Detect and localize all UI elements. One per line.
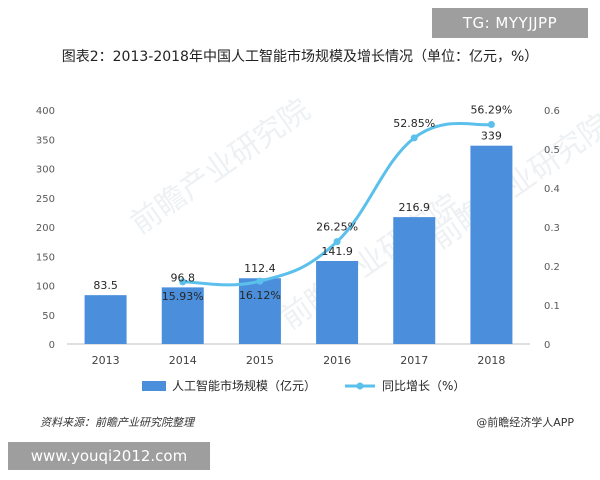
x-tick-label: 2015 bbox=[246, 354, 274, 367]
bar-value-label: 96.8 bbox=[171, 271, 196, 284]
y-right-tick-label: 0.6 bbox=[544, 106, 560, 117]
legend-bar-label: 人工智能市场规模（亿元） bbox=[172, 378, 316, 393]
bar-value-label: 141.9 bbox=[321, 245, 353, 258]
y-left-tick-label: 400 bbox=[36, 106, 55, 117]
growth-point bbox=[487, 120, 495, 128]
growth-point bbox=[410, 134, 418, 142]
x-tick-label: 2018 bbox=[477, 354, 505, 367]
bar bbox=[161, 287, 204, 344]
bar bbox=[470, 145, 513, 344]
y-right-tick-label: 0.1 bbox=[544, 301, 560, 312]
legend-line-marker bbox=[356, 382, 364, 390]
y-left-tick-label: 50 bbox=[42, 311, 55, 322]
bar bbox=[393, 217, 436, 344]
y-left-tick-label: 150 bbox=[36, 252, 55, 263]
growth-value-label: 52.85% bbox=[393, 117, 435, 130]
x-tick-label: 2016 bbox=[323, 354, 351, 367]
growth-value-label: 56.29% bbox=[470, 103, 512, 116]
growth-point bbox=[333, 238, 341, 246]
x-tick-label: 2013 bbox=[92, 354, 120, 367]
y-left-tick-label: 200 bbox=[36, 223, 55, 234]
credit-note: @前瞻经济学人APP bbox=[476, 416, 574, 429]
y-left-tick-label: 250 bbox=[36, 194, 55, 205]
site-watermark: www.youqi2012.com bbox=[8, 442, 210, 470]
y-left-tick-label: 350 bbox=[36, 135, 55, 146]
bar bbox=[238, 278, 281, 344]
y-right-tick-label: 0.4 bbox=[544, 184, 560, 195]
watermark-text: 前瞻产业研究院 bbox=[125, 92, 317, 241]
y-left-tick-label: 100 bbox=[36, 282, 55, 293]
x-tick-label: 2017 bbox=[400, 354, 428, 367]
growth-value-label: 15.93% bbox=[162, 290, 204, 303]
legend-bar-swatch bbox=[142, 381, 166, 391]
y-left-tick-label: 300 bbox=[36, 165, 55, 176]
y-left-tick-label: 0 bbox=[49, 340, 55, 351]
watermark-text: 前瞻产业研究院 bbox=[275, 187, 467, 336]
x-tick-label: 2014 bbox=[169, 354, 197, 367]
bar-value-label: 216.9 bbox=[399, 201, 431, 214]
growth-value-label: 16.12% bbox=[239, 289, 281, 302]
y-right-tick-label: 0 bbox=[544, 340, 550, 351]
growth-line bbox=[182, 121, 492, 287]
bar bbox=[316, 260, 359, 344]
y-right-tick-label: 0.5 bbox=[544, 145, 560, 156]
bar-value-label: 112.4 bbox=[244, 262, 276, 275]
bar bbox=[84, 295, 127, 344]
bar-value-label: 339 bbox=[481, 130, 502, 143]
y-right-tick-label: 0.2 bbox=[544, 262, 560, 273]
bar-value-label: 83.5 bbox=[93, 279, 118, 292]
chart-title: 图表2：2013-2018年中国人工智能市场规模及增长情况（单位：亿元，%） bbox=[61, 49, 539, 65]
growth-point bbox=[179, 278, 187, 286]
growth-point bbox=[256, 277, 264, 285]
legend-line-label: 同比增长（%） bbox=[382, 379, 465, 393]
source-note: 资料来源：前瞻产业研究院整理 bbox=[40, 416, 194, 429]
y-right-tick-label: 0.3 bbox=[544, 223, 560, 234]
growth-value-label: 26.25% bbox=[316, 221, 358, 234]
overlay-tag: TG: MYYJJPP bbox=[432, 8, 588, 38]
